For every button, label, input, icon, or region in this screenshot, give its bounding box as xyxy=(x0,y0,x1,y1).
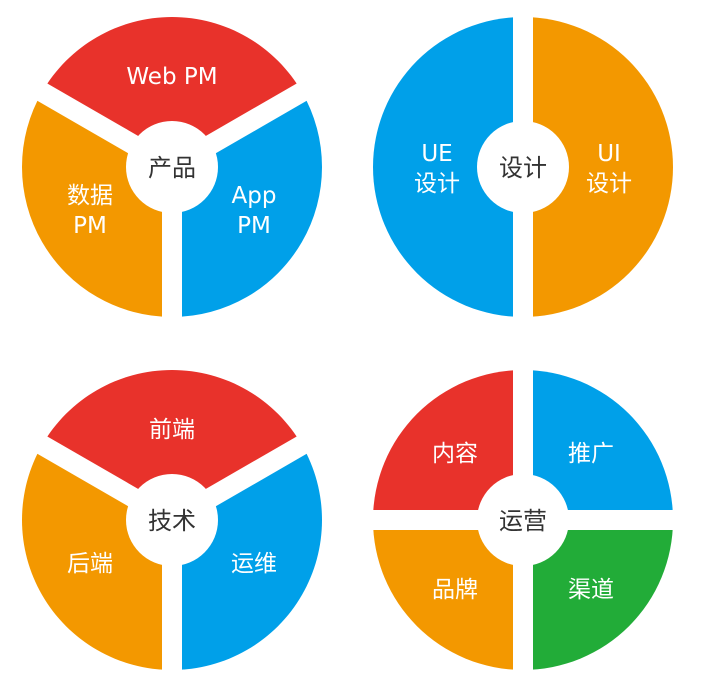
segment-label: 设计 xyxy=(586,171,632,197)
segment-label: 前端 xyxy=(149,417,195,443)
center-circle xyxy=(477,121,569,213)
segment-label: 品牌 xyxy=(432,577,478,603)
segment xyxy=(523,17,673,317)
segment-label: 渠道 xyxy=(568,577,614,603)
center-label: 产品 xyxy=(148,154,196,182)
center-label: 运营 xyxy=(499,507,547,535)
diagram-2: 设计 UI 设计 UE 设计 xyxy=(373,12,673,322)
segment-label: UI xyxy=(597,141,621,167)
segment-label: 内容 xyxy=(432,441,478,467)
segment-label: Web PM xyxy=(126,64,217,90)
center-circle xyxy=(126,121,218,213)
segment-label: PM xyxy=(237,213,271,239)
segment xyxy=(373,370,523,520)
center-label: 技术 xyxy=(148,507,196,535)
segment xyxy=(373,520,523,670)
segment xyxy=(523,370,673,520)
segment xyxy=(523,520,673,670)
center-circle xyxy=(477,474,569,566)
center-circle xyxy=(126,474,218,566)
segment-label: 后端 xyxy=(67,551,113,577)
segment-label: App xyxy=(232,183,277,209)
segment-label: 设计 xyxy=(414,171,460,197)
segment-label: PM xyxy=(73,213,107,239)
segment-label: 数据 xyxy=(67,183,113,209)
segment-label: 推广 xyxy=(568,441,614,467)
segment-label: 运维 xyxy=(231,551,277,577)
segment-label: UE xyxy=(421,141,452,167)
center-label: 设计 xyxy=(499,154,547,182)
segment xyxy=(373,17,523,317)
diagram-1: 产品 Web PM App PM 数据 PM xyxy=(21,17,323,322)
